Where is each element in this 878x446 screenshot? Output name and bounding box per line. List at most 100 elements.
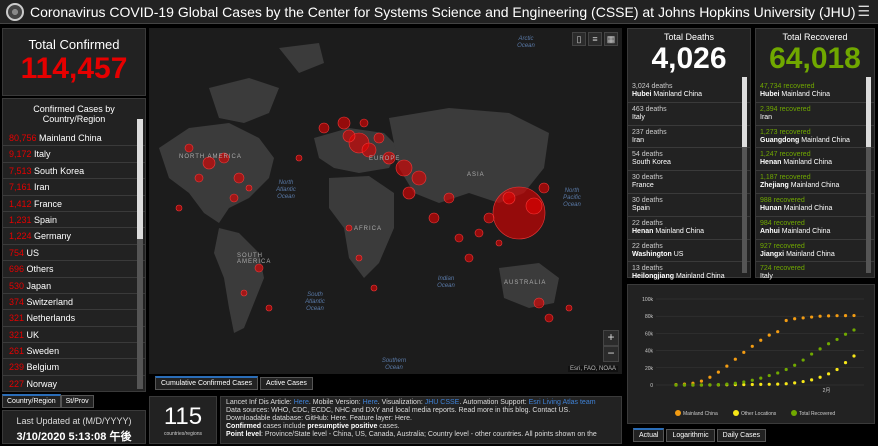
tab-active-cases[interactable]: Active Cases <box>260 377 313 390</box>
country-list-item[interactable]: 321 Netherlands <box>3 310 145 327</box>
country-list-item[interactable]: 80,756 Mainland China <box>3 130 145 147</box>
country-list-item[interactable]: 530 Japan <box>3 278 145 294</box>
case-bubble[interactable] <box>233 172 245 184</box>
case-bubble[interactable] <box>355 254 363 262</box>
deaths-list-item[interactable]: 54 deaths South Korea <box>628 148 750 172</box>
tab-actual[interactable]: Actual <box>633 428 665 442</box>
scrollbar-thumb[interactable] <box>137 119 143 239</box>
zoom-in-button[interactable]: + <box>603 330 619 346</box>
case-bubble[interactable] <box>483 212 495 224</box>
world-map[interactable]: ▯ ≡ ▦ NORTH AMERICA SOUTH AMERICA EUROPE A… <box>149 28 622 374</box>
case-bubble[interactable] <box>382 151 396 165</box>
case-bubble[interactable] <box>342 129 356 143</box>
esri-link[interactable]: Esri Living Atlas team <box>528 399 596 406</box>
zoom-out-button[interactable]: − <box>603 346 619 362</box>
case-bubble[interactable] <box>345 224 353 232</box>
case-bubble[interactable] <box>395 159 413 177</box>
case-bubble[interactable] <box>295 154 303 162</box>
case-bubble[interactable] <box>538 182 550 194</box>
case-bubble[interactable] <box>544 313 554 323</box>
case-bubble[interactable] <box>229 193 239 203</box>
country-list-item[interactable]: 227 Norway <box>3 376 145 391</box>
case-bubble[interactable] <box>370 284 378 292</box>
country-name: Mainland China <box>781 227 831 235</box>
country-list-item[interactable]: 696 Others <box>3 261 145 278</box>
scrollbar-thumb[interactable] <box>742 77 747 147</box>
deaths-list-item[interactable]: 3,024 deaths Hubei Mainland China <box>628 80 750 103</box>
hamburger-menu-icon[interactable]: ☰ <box>857 3 870 19</box>
country-list-item[interactable]: 1,224 Germany <box>3 228 145 245</box>
case-bubble[interactable] <box>454 233 464 243</box>
deaths-scrollbar[interactable] <box>742 77 747 273</box>
case-bubble[interactable] <box>254 263 264 273</box>
country-list-item[interactable]: 9,172 Italy <box>3 146 145 163</box>
case-bubbles[interactable] <box>175 116 573 323</box>
country-list-item[interactable]: 754 US <box>3 245 145 262</box>
case-bubble[interactable] <box>474 228 484 238</box>
tab-st-prov[interactable]: St/Prov <box>60 395 94 408</box>
map-toolbar: ▯ ≡ ▦ <box>572 32 618 46</box>
recovered-list-item[interactable]: 1,247 recovered Henan Mainland China <box>756 148 874 172</box>
country-list-scrollbar[interactable] <box>137 119 143 389</box>
country-list-item[interactable]: 321 UK <box>3 327 145 344</box>
case-bubble[interactable] <box>359 118 369 128</box>
tab-daily-cases[interactable]: Daily Cases <box>716 429 767 442</box>
recovered-list-item[interactable]: 984 recovered Anhui Mainland China <box>756 217 874 240</box>
recovered-list-item[interactable]: 724 recovered Italy <box>756 262 874 286</box>
case-bubble[interactable] <box>533 297 545 309</box>
recovered-list-item[interactable]: 1,273 recovered Guangdong Mainland China <box>756 126 874 149</box>
jhu-csse-link[interactable]: JHU CSSE <box>424 399 460 406</box>
deaths-list-item[interactable]: 237 deaths Iran <box>628 126 750 149</box>
mobile-link[interactable]: Here <box>362 399 378 406</box>
country-list-item[interactable]: 1,231 Spain <box>3 212 145 229</box>
deaths-list-item[interactable]: 22 deaths Washington US <box>628 240 750 263</box>
recovered-list-item[interactable]: 47,734 recovered Hubei Mainland China <box>756 80 874 103</box>
case-bubble[interactable] <box>194 173 204 183</box>
country-list-item[interactable]: 7,161 Iran <box>3 179 145 196</box>
country-list-item[interactable]: 1,412 France <box>3 196 145 212</box>
case-bubble[interactable] <box>402 186 416 200</box>
case-bubble[interactable] <box>428 212 440 224</box>
country-list-item[interactable]: 7,513 South Korea <box>3 163 145 180</box>
recovered-scrollbar[interactable] <box>866 77 871 273</box>
lancet-link[interactable]: Here <box>293 399 309 406</box>
tab-logarithmic[interactable]: Logarithmic <box>666 429 715 442</box>
case-bubble[interactable] <box>443 192 455 204</box>
recovered-location: Anhui Mainland China <box>760 228 874 236</box>
recovered-list-item[interactable]: 927 recovered Jiangxi Mainland China <box>756 240 874 263</box>
deaths-list-item[interactable]: 22 deaths Henan Mainland China <box>628 217 750 240</box>
case-bubble[interactable] <box>202 156 216 170</box>
country-list-item[interactable]: 261 Sweden <box>3 343 145 360</box>
case-bubble[interactable] <box>565 304 573 312</box>
case-bubble[interactable] <box>337 116 351 130</box>
case-bubble[interactable] <box>373 132 385 144</box>
recovered-list-item[interactable]: 988 recovered Hunan Mainland China <box>756 194 874 217</box>
grid-icon[interactable]: ▦ <box>604 32 618 46</box>
case-bubble[interactable] <box>502 191 516 205</box>
case-bubble[interactable] <box>245 184 253 192</box>
deaths-list-item[interactable]: 13 deaths Heilongjiang Mainland China <box>628 262 750 286</box>
list-icon[interactable]: ≡ <box>588 32 602 46</box>
case-bubble[interactable] <box>464 253 474 263</box>
country-list-item[interactable]: 374 Switzerland <box>3 294 145 311</box>
scrollbar-thumb[interactable] <box>866 77 871 147</box>
tab-cumulative-confirmed[interactable]: Cumulative Confirmed Cases <box>155 376 259 390</box>
deaths-list-item[interactable]: 30 deaths France <box>628 171 750 194</box>
case-bubble[interactable] <box>265 304 273 312</box>
case-bubble[interactable] <box>495 239 503 247</box>
recovered-list-item[interactable]: 1,187 recovered Zhejiang Mainland China <box>756 171 874 194</box>
case-bubble[interactable] <box>218 152 230 164</box>
case-bubble[interactable] <box>318 122 330 134</box>
case-bubble[interactable] <box>175 204 183 212</box>
case-bubble[interactable] <box>411 170 427 186</box>
recovered-list-item[interactable]: 2,394 recovered Iran <box>756 103 874 126</box>
tab-country-region[interactable]: Country/Region <box>2 394 61 408</box>
case-bubble[interactable] <box>240 289 248 297</box>
country-list-item[interactable]: 239 Belgium <box>3 359 145 376</box>
deaths-list-item[interactable]: 30 deaths Spain <box>628 194 750 217</box>
case-bubble[interactable] <box>525 197 543 215</box>
case-bubble[interactable] <box>361 142 377 158</box>
case-bubble[interactable] <box>184 143 194 153</box>
deaths-list-item[interactable]: 463 deaths Italy <box>628 103 750 126</box>
bookmark-icon[interactable]: ▯ <box>572 32 586 46</box>
